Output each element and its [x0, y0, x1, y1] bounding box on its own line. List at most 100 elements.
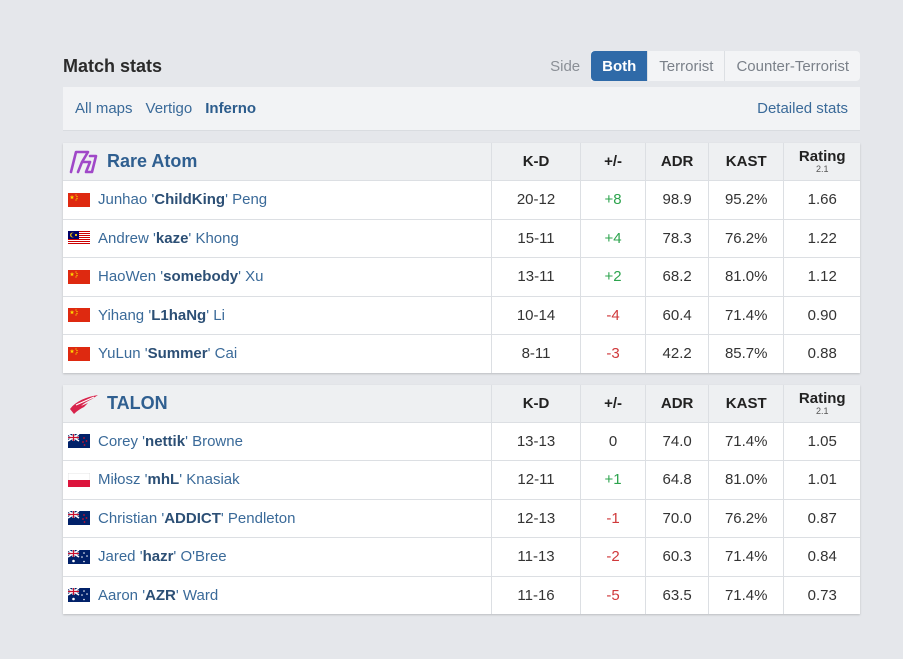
rating-value: 0.90	[783, 296, 860, 334]
player-row: HaoWen 'somebody' Xu 13-11 +2 68.2 81.0%…	[63, 258, 860, 297]
team-name[interactable]: TALON	[107, 392, 168, 413]
player-first-name: Aaron '	[98, 586, 146, 604]
player-link[interactable]: Corey 'nettik' Browne	[98, 433, 243, 450]
player-row: Miłosz 'mhL' Knasiak 12-11 +1 64.8 81.0%…	[63, 461, 860, 500]
player-first-name: Jared '	[98, 548, 143, 566]
plus-minus-value: -1	[579, 499, 646, 537]
plus-minus-value: 0	[579, 422, 646, 460]
col-adr-header: ADR	[645, 384, 708, 422]
kd-value: 10-14	[491, 296, 579, 334]
match-stats-panel: Match stats Side Both Terrorist Counter-…	[63, 50, 860, 614]
player-nickname: mhL	[147, 471, 180, 489]
malaysia-flag-icon	[68, 231, 90, 246]
player-last-name: ' Knasiak	[179, 471, 240, 489]
player-last-name: ' O'Bree	[173, 548, 227, 566]
player-last-name: ' Khong	[188, 229, 239, 247]
side-tab-both[interactable]: Both	[591, 51, 648, 81]
player-link[interactable]: Miłosz 'mhL' Knasiak	[98, 471, 240, 488]
map-tab-vertigo[interactable]: Vertigo	[145, 100, 193, 117]
player-link[interactable]: Junhao 'ChildKing' Peng	[98, 191, 267, 208]
col-kast-header: KAST	[707, 143, 784, 180]
player-name-cell: Jared 'hazr' O'Bree	[63, 538, 491, 576]
kast-value: 76.2%	[707, 499, 784, 537]
player-nickname: hazr	[142, 548, 174, 566]
rating-value: 0.84	[783, 538, 860, 576]
player-rows: Corey 'nettik' Browne 13-13 0 74.0 71.4%…	[63, 422, 860, 614]
side-label: Side	[536, 51, 592, 81]
kast-value: 71.4%	[707, 422, 784, 460]
side-tab-counter-terrorist[interactable]: Counter-Terrorist	[724, 51, 860, 81]
kd-value: 12-13	[491, 499, 579, 537]
map-tab-inferno[interactable]: Inferno	[205, 100, 257, 117]
rating-value: 1.66	[783, 181, 860, 219]
player-first-name: Junhao '	[98, 191, 155, 209]
player-nickname: ChildKing	[154, 191, 226, 209]
player-link[interactable]: Christian 'ADDICT' Pendleton	[98, 510, 295, 527]
player-link[interactable]: Yihang 'L1haNg' Li	[98, 307, 225, 324]
player-row: Andrew 'kaze' Khong 15-11 +4 78.3 76.2% …	[63, 219, 860, 258]
rating-value: 0.87	[783, 499, 860, 537]
team-name[interactable]: Rare Atom	[107, 151, 198, 171]
player-link[interactable]: Andrew 'kaze' Khong	[98, 230, 239, 247]
adr-value: 78.3	[645, 219, 708, 257]
talon-logo-icon	[68, 388, 100, 418]
team-table-rare-atom: Rare Atom K-D +/- ADR KAST Rating 2.1 Ju…	[63, 143, 860, 373]
kd-value: 20-12	[491, 181, 579, 219]
player-last-name: ' Peng	[225, 191, 268, 209]
player-first-name: Corey '	[98, 432, 146, 450]
player-row: Junhao 'ChildKing' Peng 20-12 +8 98.9 95…	[63, 181, 860, 220]
player-rows: Junhao 'ChildKing' Peng 20-12 +8 98.9 95…	[63, 181, 860, 373]
player-link[interactable]: Jared 'hazr' O'Bree	[98, 548, 227, 565]
player-row: Yihang 'L1haNg' Li 10-14 -4 60.4 71.4% 0…	[63, 296, 860, 335]
rating-value: 1.05	[783, 422, 860, 460]
side-tab-terrorist[interactable]: Terrorist	[647, 51, 724, 81]
player-last-name: ' Pendleton	[220, 509, 296, 527]
new-zealand-flag-icon	[68, 511, 90, 526]
australia-flag-icon	[68, 549, 90, 564]
player-last-name: ' Xu	[238, 268, 264, 286]
player-nickname: Summer	[147, 345, 208, 363]
page-title: Match stats	[63, 56, 163, 76]
china-flag-icon	[68, 269, 90, 284]
player-row: YuLun 'Summer' Cai 8-11 -3 42.2 85.7% 0.…	[63, 335, 860, 373]
col-adr-header: ADR	[645, 143, 708, 180]
player-first-name: YuLun '	[98, 345, 148, 363]
new-zealand-flag-icon	[68, 434, 90, 449]
player-first-name: Christian '	[98, 509, 165, 527]
player-last-name: ' Browne	[185, 432, 243, 450]
rating-value: 1.22	[783, 219, 860, 257]
kd-value: 15-11	[491, 219, 579, 257]
detailed-stats-link[interactable]: Detailed stats	[757, 100, 848, 117]
player-last-name: ' Cai	[207, 345, 238, 363]
kast-value: 71.4%	[707, 296, 784, 334]
kast-value: 71.4%	[707, 576, 784, 614]
adr-value: 60.4	[645, 296, 708, 334]
team-header-row: Rare Atom K-D +/- ADR KAST Rating 2.1	[63, 143, 860, 181]
player-link[interactable]: Aaron 'AZR' Ward	[98, 587, 218, 604]
poland-flag-icon	[68, 472, 90, 487]
plus-minus-value: -3	[579, 335, 646, 373]
player-nickname: nettik	[145, 432, 186, 450]
col-plus-minus-header: +/-	[579, 143, 646, 180]
rating-value: 1.12	[783, 258, 860, 296]
col-rating-header: Rating 2.1	[783, 384, 860, 422]
kast-value: 95.2%	[707, 181, 784, 219]
player-link[interactable]: YuLun 'Summer' Cai	[98, 345, 237, 362]
kd-value: 13-13	[491, 422, 579, 460]
map-tab-all-maps[interactable]: All maps	[75, 100, 133, 117]
col-kd-header: K-D	[491, 143, 579, 180]
plus-minus-value: +8	[579, 181, 646, 219]
kd-value: 13-11	[491, 258, 579, 296]
player-row: Christian 'ADDICT' Pendleton 12-13 -1 70…	[63, 499, 860, 538]
rating-label: Rating	[798, 148, 846, 165]
player-name-cell: Christian 'ADDICT' Pendleton	[63, 500, 491, 538]
team-table-talon: TALON K-D +/- ADR KAST Rating 2.1 Corey …	[63, 384, 860, 614]
player-nickname: somebody	[163, 268, 239, 286]
side-selector: Side Both Terrorist Counter-Terrorist	[536, 51, 860, 81]
maps-bar: All maps Vertigo Inferno Detailed stats	[63, 87, 860, 131]
plus-minus-value: +2	[579, 258, 646, 296]
player-link[interactable]: HaoWen 'somebody' Xu	[98, 268, 264, 285]
china-flag-icon	[68, 192, 90, 207]
player-first-name: Miłosz '	[98, 471, 148, 489]
player-name-cell: HaoWen 'somebody' Xu	[63, 258, 491, 296]
